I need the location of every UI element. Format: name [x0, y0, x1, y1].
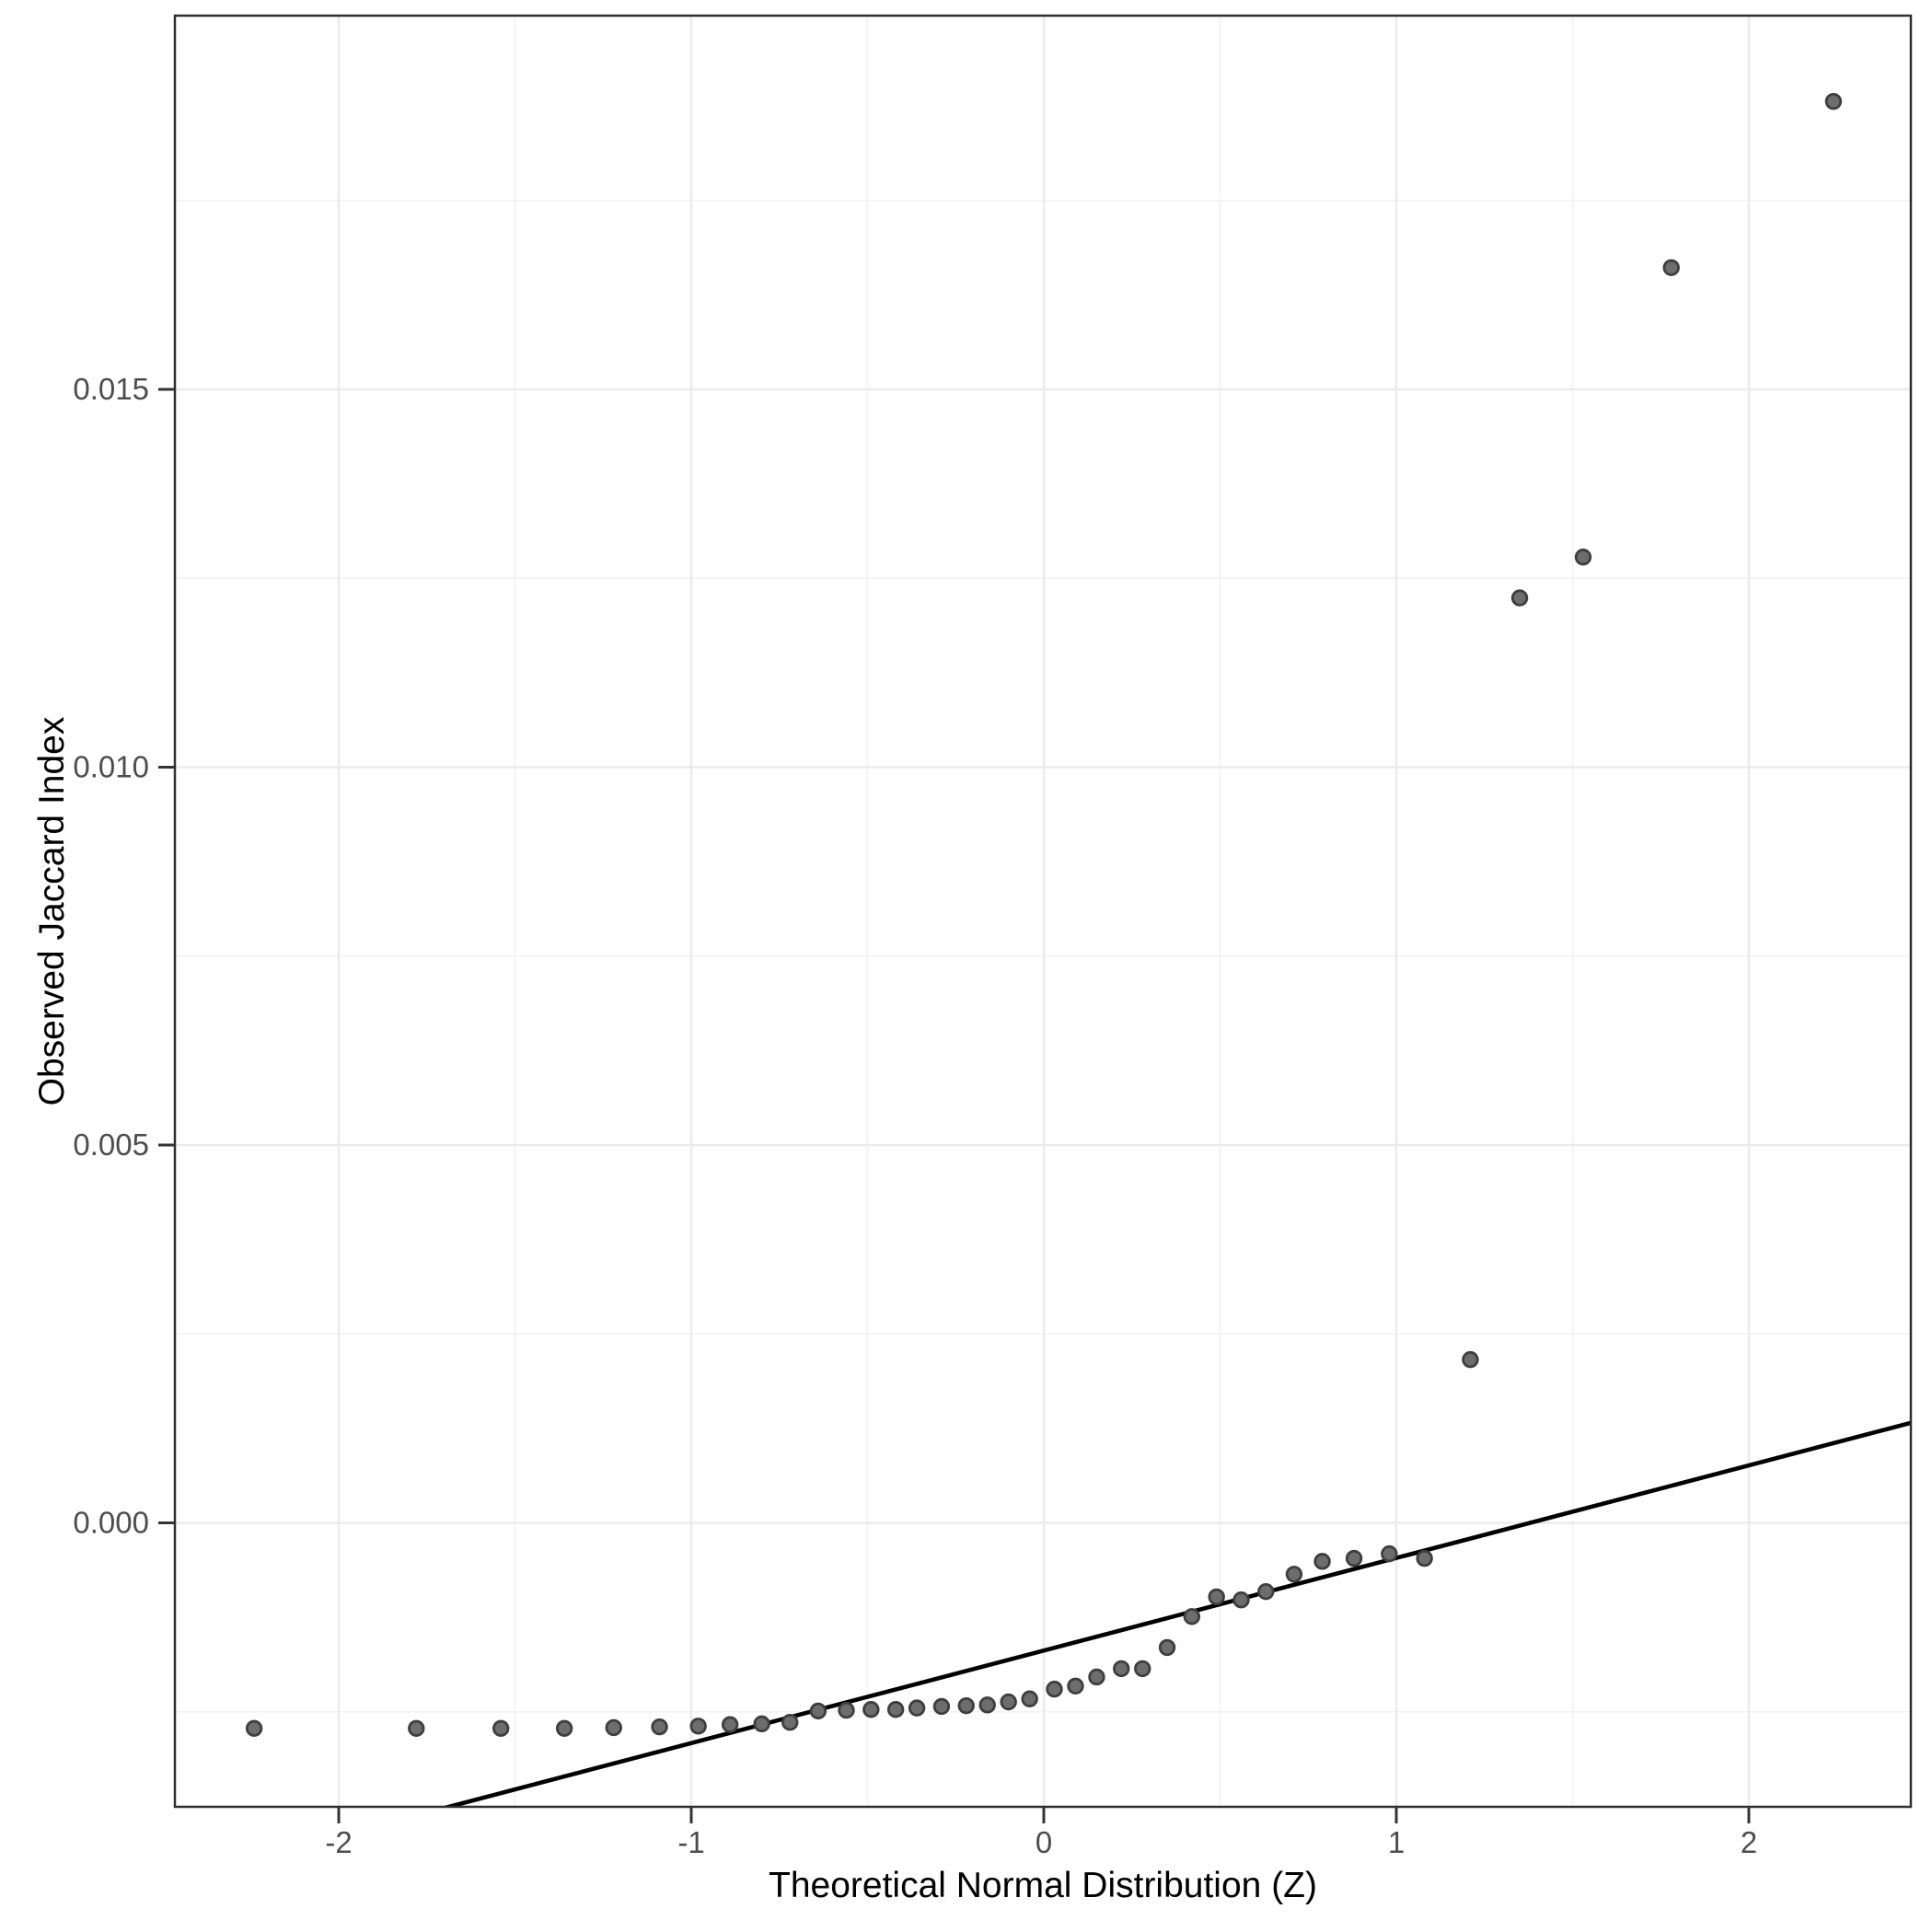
y-tick-label: 0.015 [73, 372, 149, 406]
data-point [1381, 1544, 1398, 1563]
data-point [838, 1701, 855, 1719]
data-point [1257, 1582, 1275, 1601]
data-point [1574, 549, 1592, 566]
y-axis-title: Observed Jaccard Index [32, 716, 72, 1106]
data-point [978, 1696, 996, 1714]
data-point [1134, 1660, 1151, 1678]
data-point [809, 1702, 827, 1720]
data-point [1345, 1549, 1363, 1568]
y-tick-label: 0.010 [73, 749, 149, 783]
data-point [1662, 259, 1680, 277]
y-tick-label: 0.000 [73, 1505, 149, 1539]
data-points [245, 92, 1843, 1737]
data-point [492, 1719, 510, 1737]
data-point [862, 1701, 880, 1718]
data-point [908, 1699, 926, 1717]
x-tick-label: -1 [677, 1825, 704, 1859]
data-point [721, 1716, 739, 1733]
data-point [957, 1696, 975, 1715]
data-point [753, 1715, 770, 1733]
data-point [555, 1719, 573, 1737]
tick-labels: -2 -1 0 1 2 0.000 0.005 0.010 0.015 [73, 372, 1757, 1859]
data-point [1313, 1553, 1331, 1570]
data-point [886, 1701, 905, 1718]
data-point [1000, 1693, 1017, 1711]
x-tick-label: 2 [1741, 1825, 1757, 1859]
data-point [1113, 1660, 1130, 1678]
data-point [1208, 1588, 1225, 1606]
x-tick-label: 1 [1388, 1825, 1405, 1859]
data-point [781, 1714, 799, 1731]
x-tick-label: 0 [1035, 1825, 1052, 1859]
data-point [1824, 92, 1843, 110]
data-point [408, 1719, 425, 1737]
data-point [932, 1697, 951, 1716]
data-point [1416, 1549, 1433, 1568]
data-point [1021, 1690, 1038, 1707]
y-tick-label: 0.005 [73, 1128, 149, 1162]
data-point [1088, 1668, 1105, 1686]
x-tick-label: -2 [325, 1825, 352, 1859]
data-point [1046, 1680, 1063, 1698]
data-point [245, 1719, 263, 1737]
data-point [605, 1718, 622, 1737]
data-point [1462, 1350, 1479, 1369]
major-gridlines [175, 16, 1911, 1807]
data-point [1510, 589, 1529, 607]
data-point [1232, 1591, 1250, 1609]
qq-reference-line [440, 1420, 1911, 1807]
data-point [689, 1718, 707, 1735]
x-axis-title: Theoretical Normal Distribution (Z) [769, 1866, 1317, 1905]
data-point [1285, 1566, 1303, 1583]
axis-ticks [158, 388, 1751, 1823]
data-point [1158, 1638, 1176, 1657]
data-point [1067, 1677, 1084, 1695]
data-point [1183, 1608, 1201, 1625]
data-point [651, 1718, 668, 1736]
